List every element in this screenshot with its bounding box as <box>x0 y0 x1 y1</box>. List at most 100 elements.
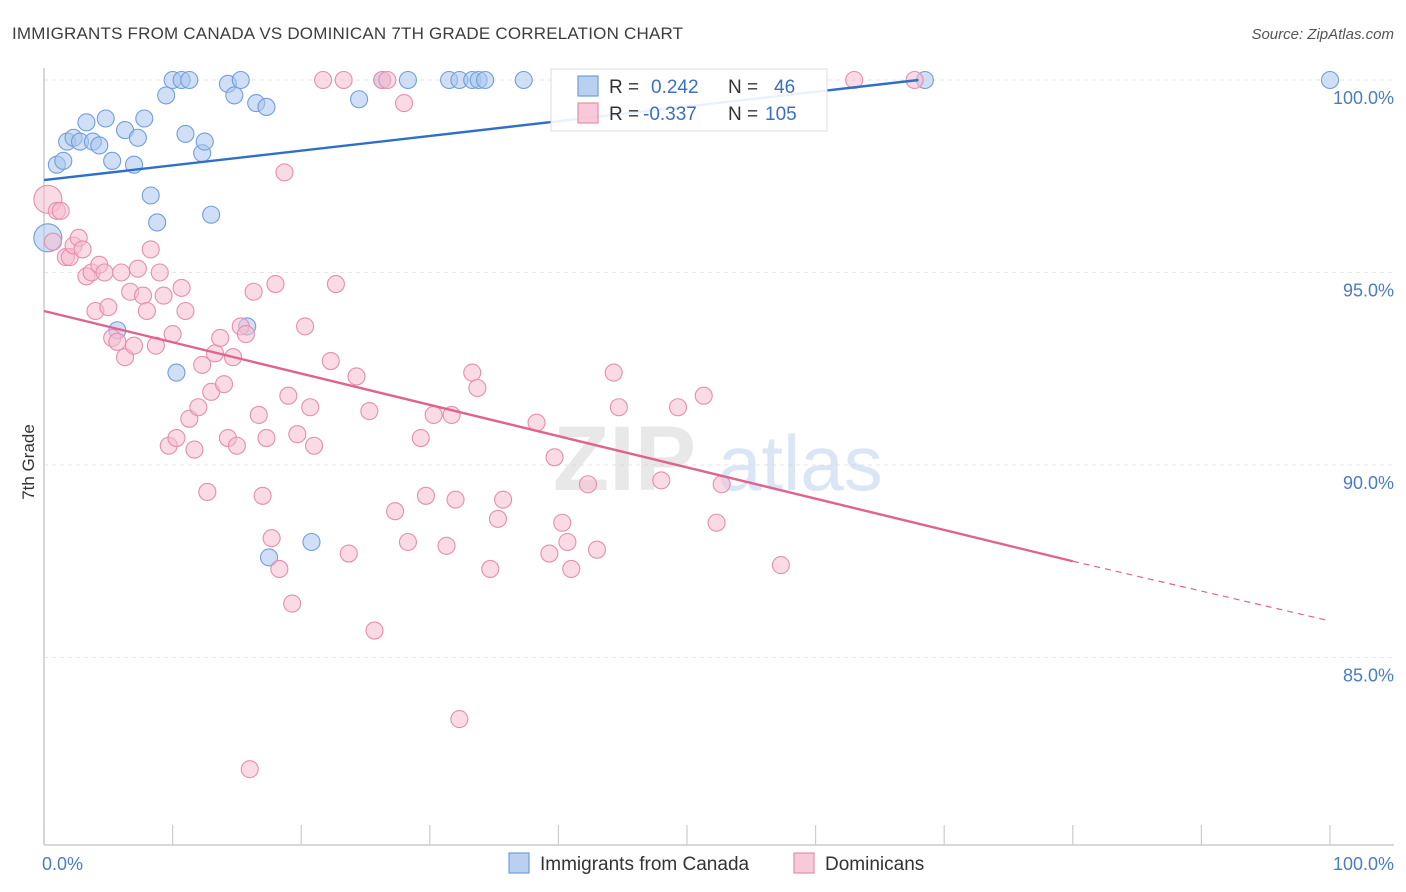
data-point <box>365 621 384 640</box>
data-point <box>476 70 495 90</box>
data-point <box>360 402 379 421</box>
data-point <box>275 163 294 182</box>
data-point <box>587 540 607 559</box>
series-legend-swatch-canada <box>508 852 530 874</box>
data-point <box>167 363 186 382</box>
trend-line-extension-1 <box>1072 560 1331 622</box>
data-point <box>137 301 156 321</box>
data-point <box>172 278 191 297</box>
trend-line-1 <box>43 309 1074 563</box>
data-point <box>468 378 487 398</box>
data-point <box>133 286 153 305</box>
data-point <box>259 548 279 567</box>
data-point <box>562 559 581 579</box>
data-point <box>283 594 302 613</box>
data-point <box>334 70 353 90</box>
data-point <box>540 544 559 563</box>
data-point <box>288 425 307 444</box>
y-tick-label: 95.0% <box>1343 281 1394 301</box>
scatter-points <box>33 70 1340 779</box>
data-point <box>103 151 122 170</box>
data-point <box>99 298 118 317</box>
legend-n-label-canada: N = <box>728 77 758 98</box>
data-point <box>296 317 315 336</box>
data-point <box>604 363 623 382</box>
legend-r-value-dominicans: -0.337 <box>643 104 697 125</box>
watermark: ZIP atlas <box>553 408 883 510</box>
series-legend-label-canada: Immigrants from Canada <box>540 854 750 875</box>
data-point <box>302 532 321 552</box>
data-point <box>514 70 533 90</box>
legend-swatch-dominicans <box>577 102 599 124</box>
data-point <box>225 86 244 105</box>
data-point <box>262 529 281 548</box>
data-point <box>257 97 276 116</box>
data-point <box>424 405 443 425</box>
data-point <box>266 274 285 294</box>
data-point <box>326 274 345 294</box>
data-point <box>305 436 324 455</box>
data-point <box>90 136 109 155</box>
data-point <box>545 448 564 467</box>
y-tick-label: 85.0% <box>1343 666 1394 686</box>
data-point <box>124 336 144 355</box>
data-point <box>347 367 366 386</box>
data-point <box>301 398 320 417</box>
series-1-points <box>33 70 924 779</box>
data-point <box>553 513 572 532</box>
data-point <box>231 70 250 90</box>
data-point <box>176 124 195 143</box>
x-tick-label: 0.0% <box>42 854 83 874</box>
data-point <box>249 405 268 425</box>
y-tick-label: 100.0% <box>1333 88 1394 108</box>
data-point <box>386 502 405 521</box>
data-point <box>195 132 214 151</box>
data-point <box>668 398 688 417</box>
data-point <box>236 325 255 344</box>
data-point <box>1320 70 1340 90</box>
data-point <box>135 109 154 128</box>
data-point <box>398 532 417 552</box>
legend-n-label-dominicans: N = <box>728 104 758 125</box>
data-point <box>771 556 790 575</box>
legend-swatch-canada <box>577 75 599 97</box>
data-point <box>609 398 628 417</box>
data-point <box>652 471 671 490</box>
data-point <box>180 70 199 90</box>
legend-r-label-canada: R = <box>609 77 639 98</box>
data-point <box>211 328 230 348</box>
data-point <box>450 710 469 729</box>
data-point <box>150 263 169 282</box>
data-point <box>108 332 127 351</box>
data-point <box>214 375 234 394</box>
data-point <box>378 70 397 90</box>
data-point <box>198 482 217 502</box>
data-point <box>270 559 289 579</box>
watermark-zip: ZIP <box>553 408 696 510</box>
legend-r-value-canada: 0.242 <box>651 77 699 98</box>
data-point <box>244 282 263 301</box>
data-point <box>257 428 276 448</box>
data-point <box>416 486 435 505</box>
data-point <box>411 428 430 448</box>
data-point <box>314 70 333 90</box>
data-point <box>395 94 414 113</box>
chart-title: IMMIGRANTS FROM CANADA VS DOMINICAN 7TH … <box>12 24 683 43</box>
data-point <box>437 536 456 555</box>
data-point <box>185 440 204 459</box>
x-axis-ticks: 0.0% 100.0% <box>42 825 1394 874</box>
data-point <box>167 428 186 448</box>
data-point <box>95 263 114 282</box>
data-point <box>77 113 96 132</box>
data-point <box>578 475 598 494</box>
data-point <box>240 760 259 779</box>
data-point <box>463 363 482 382</box>
data-point <box>112 263 131 282</box>
y-tick-label: 90.0% <box>1343 473 1394 493</box>
data-point <box>176 301 195 321</box>
data-point <box>339 544 358 563</box>
data-point <box>227 436 246 455</box>
data-point <box>488 509 508 528</box>
chart-source: Source: ZipAtlas.com <box>1251 26 1394 43</box>
